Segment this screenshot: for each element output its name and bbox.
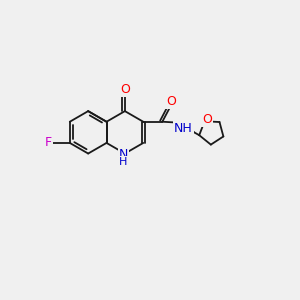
Text: N: N <box>119 148 128 160</box>
Text: O: O <box>120 83 130 96</box>
Text: H: H <box>119 157 128 167</box>
Text: F: F <box>45 136 52 149</box>
Text: O: O <box>202 113 212 126</box>
Text: NH: NH <box>174 122 193 135</box>
Text: O: O <box>166 95 176 108</box>
